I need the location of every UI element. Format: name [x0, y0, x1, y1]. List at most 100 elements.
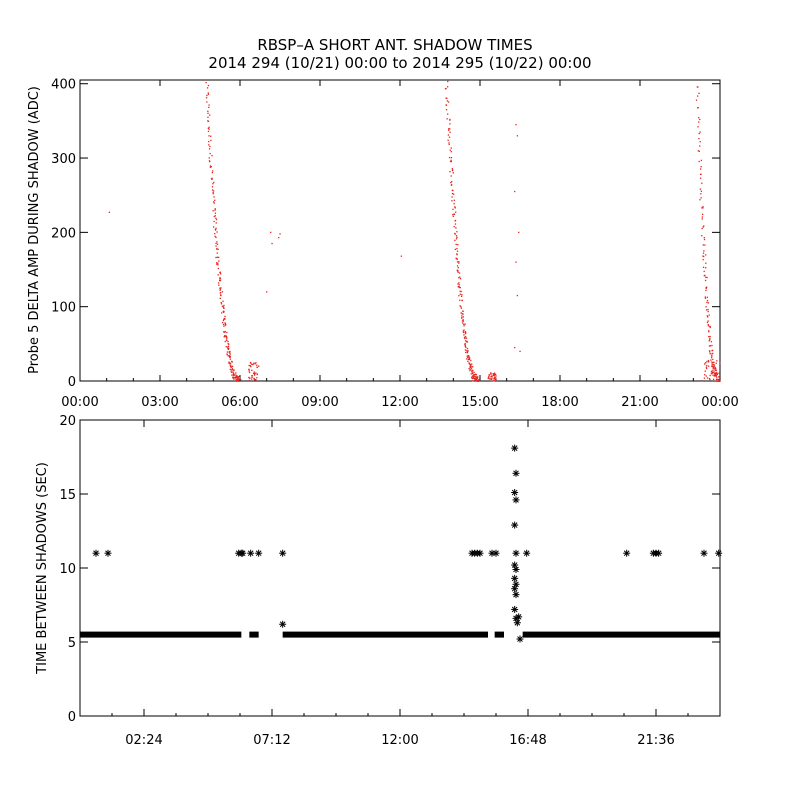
red-data-point — [222, 319, 225, 322]
red-data-point — [239, 376, 241, 379]
red-data-point — [208, 160, 211, 162]
red-data-point — [494, 372, 496, 374]
red-data-point — [208, 144, 210, 146]
red-data-point — [715, 375, 717, 377]
asterisk-point — [239, 549, 247, 557]
red-data-point — [224, 340, 226, 343]
red-data-point — [212, 191, 214, 194]
red-data-point — [473, 374, 475, 376]
red-data-point — [229, 356, 231, 359]
red-data-point — [464, 344, 466, 346]
red-data-point — [462, 320, 464, 322]
red-data-point — [463, 323, 465, 325]
top-y-tick-label: 0 — [68, 375, 76, 390]
red-data-point — [212, 210, 214, 212]
red-data-point — [459, 299, 461, 301]
bottom-x-tick-label: 07:12 — [253, 733, 290, 748]
red-data-point — [715, 380, 718, 382]
red-data-point — [464, 340, 467, 342]
red-data-point — [710, 355, 713, 357]
red-data-point — [493, 377, 495, 380]
red-data-point — [704, 274, 706, 276]
red-data-point — [707, 310, 709, 313]
red-data-point — [457, 267, 459, 269]
red-data-point — [469, 368, 471, 370]
red-data-point — [706, 301, 708, 304]
red-data-point — [235, 377, 237, 379]
red-data-point — [447, 80, 449, 83]
red-data-point — [235, 375, 237, 378]
red-data-point — [216, 252, 218, 254]
red-data-point — [217, 274, 219, 276]
red-data-point — [716, 376, 718, 378]
red-data-point — [466, 352, 469, 354]
red-data-point — [711, 349, 714, 352]
red-data-point — [217, 282, 220, 284]
asterisk-point — [492, 549, 500, 557]
red-data-point — [465, 340, 468, 343]
red-data-point — [473, 375, 476, 377]
red-data-point — [248, 376, 250, 379]
red-data-point — [707, 308, 709, 311]
red-data-point — [699, 145, 701, 147]
red-data-point — [219, 277, 221, 279]
red-data-point — [446, 86, 449, 88]
red-data-point — [266, 291, 268, 293]
red-data-point — [251, 375, 253, 377]
red-data-point — [214, 209, 216, 211]
red-data-point — [471, 376, 473, 378]
red-data-point — [491, 375, 493, 377]
red-data-point — [703, 363, 706, 365]
bottom-axis-ticks: 02:24 07:12 12:00 16:48 21:36 0 5 10 15 20 — [59, 414, 721, 748]
red-data-point — [459, 290, 461, 292]
red-data-point — [712, 352, 714, 355]
red-data-point — [255, 362, 257, 364]
red-data-point — [215, 242, 217, 245]
top-y-tick-label: 300 — [51, 152, 76, 167]
red-data-point — [699, 177, 702, 179]
red-data-point — [227, 345, 230, 347]
red-data-point — [466, 341, 469, 343]
red-data-point — [514, 190, 516, 193]
red-data-point — [214, 233, 216, 235]
red-data-point — [461, 317, 463, 319]
red-data-point — [215, 222, 217, 224]
red-data-point — [215, 217, 217, 219]
red-data-point — [209, 160, 211, 163]
red-data-point — [453, 226, 455, 228]
red-data-point — [454, 233, 456, 235]
red-data-point — [708, 335, 710, 338]
red-data-point — [217, 248, 219, 250]
red-data-point — [471, 371, 473, 373]
red-data-point — [240, 378, 242, 381]
chart-subtitle: 2014 294 (10/21) 00:00 to 2014 295 (10/2… — [208, 54, 591, 72]
red-data-point — [211, 186, 214, 188]
red-data-point — [491, 380, 493, 382]
red-data-point — [703, 225, 705, 227]
chart-title: RBSP–A SHORT ANT. SHADOW TIMES — [257, 36, 532, 54]
red-data-point — [446, 118, 448, 120]
red-data-point — [462, 316, 465, 318]
red-data-point — [697, 106, 699, 109]
red-data-point — [235, 372, 237, 374]
red-data-point — [450, 175, 452, 177]
red-data-point — [696, 95, 699, 97]
red-data-point — [207, 120, 209, 122]
red-data-point — [454, 220, 456, 222]
red-data-point — [488, 375, 490, 378]
red-data-point — [230, 366, 232, 368]
red-data-point — [703, 377, 706, 379]
red-data-point — [718, 378, 720, 381]
red-data-point — [212, 193, 214, 195]
red-data-point — [219, 288, 221, 290]
red-data-point — [231, 371, 233, 373]
red-data-point — [468, 356, 470, 358]
red-data-point — [473, 377, 475, 379]
red-data-point — [716, 373, 719, 376]
red-data-point — [462, 330, 464, 332]
red-data-point — [451, 200, 453, 202]
red-data-point — [233, 374, 236, 376]
red-data-point — [704, 279, 707, 282]
red-data-point — [709, 378, 711, 381]
bottom-panel: TIME BETWEEN SHADOWS (SEC) 02:24 07:12 12:… — [35, 414, 723, 748]
